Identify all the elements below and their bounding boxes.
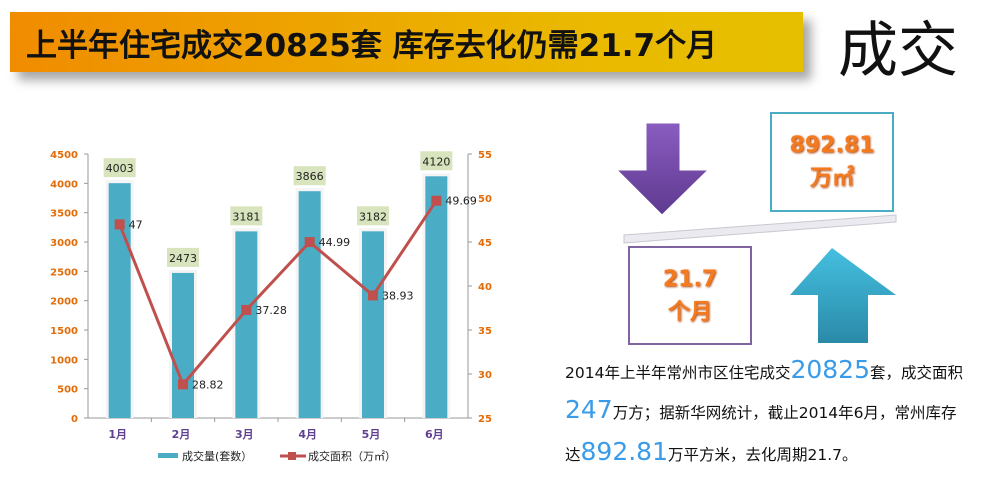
left-tick-label: 4500 [50, 150, 78, 161]
line-point [368, 290, 378, 301]
bar-data-label: 3866 [296, 170, 324, 183]
category-label: 1月 [108, 428, 127, 441]
line-point [114, 219, 125, 230]
left-tick-label: 1000 [50, 355, 78, 366]
bar-data-label: 2473 [169, 252, 197, 265]
bar-label-bg [420, 151, 453, 171]
line-data-label: 37.28 [255, 304, 286, 317]
legend-line-marker [288, 452, 296, 460]
period-value: 21.7 [662, 266, 718, 292]
bar-data-label: 3181 [232, 210, 260, 223]
stock-number: 892.81 [580, 437, 668, 466]
left-tick-label: 4000 [50, 179, 78, 190]
left-tick-label: 1500 [50, 326, 78, 337]
bar-label-bg [230, 206, 263, 226]
bar [172, 272, 194, 418]
line-point [178, 379, 188, 390]
up-arrow-icon [790, 248, 896, 343]
line-data-label: 49.69 [445, 195, 477, 208]
bar-label-bg [103, 158, 136, 178]
summary-text-2: 套，成交面积 [869, 364, 963, 382]
legend-bar-label: 成交量(套数） [182, 449, 252, 463]
left-tick-label: 2500 [50, 267, 78, 278]
left-tick-label: 500 [57, 385, 78, 396]
period-box: 21.7 个月 [628, 246, 752, 345]
left-tick-label: 2000 [50, 297, 78, 308]
line-data-label: 47 [129, 218, 143, 231]
bar [362, 231, 384, 418]
line-point [304, 237, 315, 248]
right-tick-label: 40 [478, 282, 492, 293]
category-label: 5月 [362, 428, 381, 441]
title-banner: 上半年住宅成交20825套 库存去化仍需21.7个月 [10, 12, 803, 72]
left-tick-label: 3500 [50, 209, 78, 220]
balance-bar [623, 214, 897, 244]
infographic-shapes [615, 122, 897, 343]
section-label: 成交 [838, 16, 958, 86]
legend-line-label: 成交面积（万㎡） [308, 449, 396, 463]
stock-box: 892.81 万㎡ [770, 112, 894, 212]
right-tick-label: 25 [478, 414, 492, 425]
summary-text-1: 2014年上半年常州市区住宅成交 [565, 364, 791, 382]
stock-unit: 万㎡ [809, 166, 854, 191]
category-label: 6月 [425, 428, 444, 441]
period-unit: 个月 [667, 299, 712, 325]
right-tick-label: 50 [478, 194, 492, 205]
left-tick-label: 3000 [50, 238, 78, 249]
bar [108, 183, 131, 418]
category-label: 3月 [235, 428, 254, 441]
bar [425, 176, 448, 418]
bar-label-bg [293, 166, 326, 186]
bar-data-label: 4003 [106, 162, 134, 175]
page-title: 上半年住宅成交20825套 库存去化仍需21.7个月 [26, 27, 718, 64]
category-label: 4月 [298, 428, 317, 441]
line-data-label: 44.99 [319, 236, 351, 249]
bar [235, 231, 258, 418]
right-tick-label: 45 [478, 238, 492, 249]
legend-bar-swatch [158, 453, 178, 458]
summary-text-4: 达 [565, 446, 581, 464]
bar-label-bg [167, 247, 199, 267]
bar-data-label: 4120 [422, 155, 450, 168]
combo-chart: 0 500 1000 1500 2000 2500 3000 3500 4000 4500 25 30… [50, 150, 492, 463]
line-point [431, 195, 442, 206]
line-data-label: 28.82 [192, 378, 224, 391]
right-tick-label: 55 [478, 150, 492, 161]
down-arrow-icon [615, 122, 710, 216]
right-tick-label: 30 [478, 370, 492, 381]
summary-text-5: 万平方米，去化周期21.7。 [668, 446, 858, 464]
category-label: 2月 [172, 428, 191, 441]
bar [298, 191, 321, 418]
right-tick-label: 35 [478, 326, 492, 337]
deals-number: 20825 [790, 355, 870, 384]
line-data-label: 38.93 [382, 289, 414, 302]
bar-data-label: 3182 [359, 210, 387, 223]
line-series [118, 199, 438, 388]
summary-text-3: 万方；据新华网统计，截止2014年6月，常州库存 [612, 404, 957, 422]
line-point [241, 304, 252, 315]
bar-label-bg [357, 206, 389, 226]
stock-value: 892.81 [789, 133, 875, 158]
left-tick-label: 0 [71, 414, 78, 425]
area-number: 247 [565, 395, 613, 424]
